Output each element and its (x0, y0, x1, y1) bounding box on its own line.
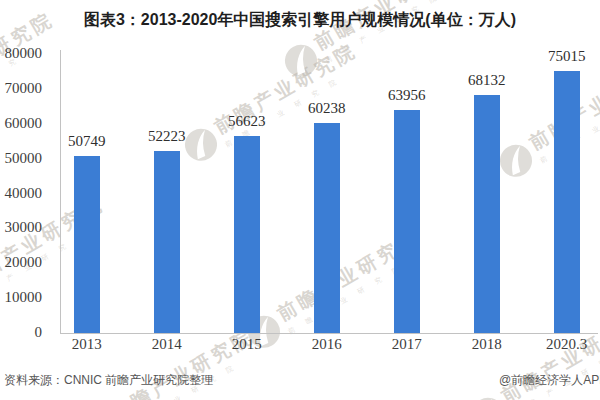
bar-value-label: 60238 (297, 100, 357, 117)
y-axis-tick-label: 50000 (0, 150, 42, 167)
y-axis-tick-label: 10000 (0, 289, 42, 306)
bar (474, 95, 500, 333)
y-axis-tick-label: 20000 (0, 254, 42, 271)
x-axis-tick-label: 2015 (212, 336, 282, 353)
bar (154, 151, 180, 333)
x-axis-tick-label: 2013 (52, 336, 122, 353)
bar-value-label: 63956 (377, 87, 437, 104)
bar-value-label: 56623 (217, 113, 277, 130)
y-axis-tick-label: 0 (0, 324, 42, 341)
y-axis-tick-label: 80000 (0, 45, 42, 62)
x-axis-tick-label: 2020.3 (532, 336, 600, 353)
bar-value-label: 52223 (137, 128, 197, 145)
x-axis-tick-label: 2018 (452, 336, 522, 353)
y-axis-line (60, 50, 61, 333)
bar (234, 136, 260, 333)
chart-page: 前瞻产业研究院前瞻产业研究院前瞻产业研究院前瞻产业研究院前瞻产业研究院前瞻产业研… (0, 0, 600, 400)
x-axis-line (60, 333, 598, 334)
x-axis-tick-label: 2014 (132, 336, 202, 353)
x-axis-tick-label: 2017 (372, 336, 442, 353)
x-axis-tick-label: 2016 (292, 336, 362, 353)
bar-chart: 图表3：2013-2020年中国搜索引擎用户规模情况(单位：万人) 0 10000… (0, 0, 600, 400)
bar-value-label: 68132 (457, 72, 517, 89)
y-axis-tick-label: 30000 (0, 219, 42, 236)
bar (314, 123, 340, 333)
bar-value-label: 75015 (537, 48, 597, 65)
bar (554, 71, 580, 333)
bar (394, 110, 420, 333)
chart-title: 图表3：2013-2020年中国搜索引擎用户规模情况(单位：万人) (0, 10, 600, 31)
y-axis-tick-label: 40000 (0, 185, 42, 202)
y-axis-tick-label: 70000 (0, 80, 42, 97)
bar (74, 156, 100, 333)
y-axis-tick-label: 60000 (0, 115, 42, 132)
bar-value-label: 50749 (57, 133, 117, 150)
